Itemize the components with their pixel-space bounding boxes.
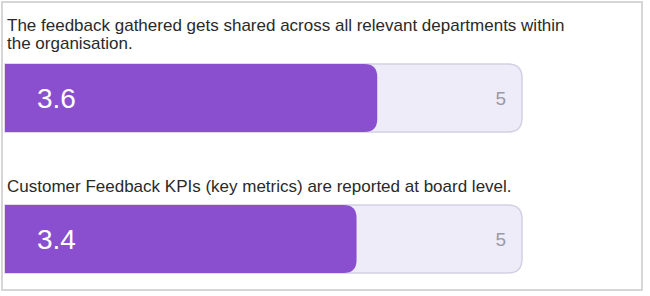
bar-group: [5, 64, 377, 132]
data-label: 3.4: [37, 224, 76, 255]
bar-group: [5, 205, 357, 273]
tick-label: 5: [495, 229, 506, 250]
tick-label: 5: [495, 88, 506, 109]
chart: 3.6 5 3.4 5 The feedback gathered gets share…: [0, 0, 650, 296]
data-label: 3.6: [37, 83, 76, 114]
category-label: Customer Feedback KPIs (key metrics) are…: [7, 178, 582, 196]
category-label: The feedback gathered gets shared across…: [7, 17, 582, 53]
bar: [5, 205, 357, 273]
bar: [5, 64, 377, 132]
track: [5, 64, 522, 132]
track: [5, 205, 522, 273]
